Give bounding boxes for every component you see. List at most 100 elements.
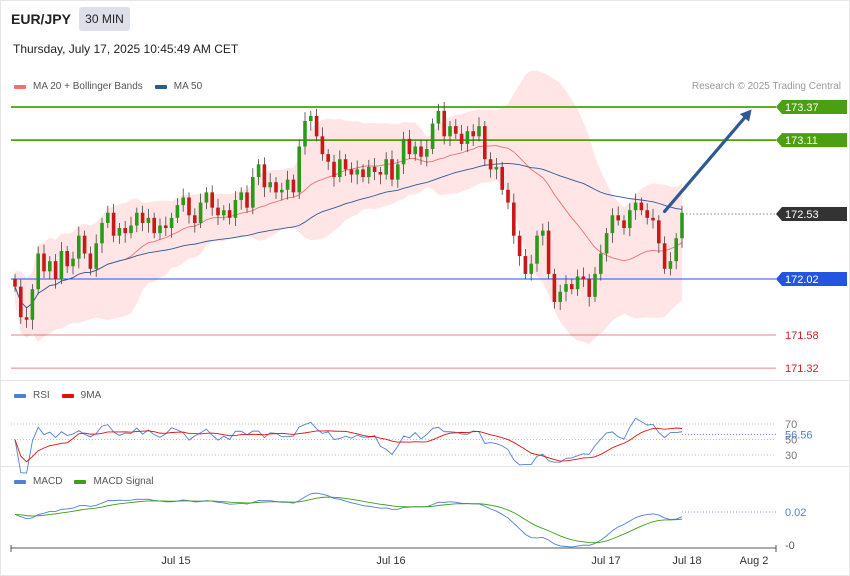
legend-item-ma50: MA 50 (154, 81, 202, 92)
candle-body (430, 123, 435, 150)
candle-body (326, 154, 330, 162)
rsi-9ma-line (14, 427, 683, 463)
candle-body (436, 110, 441, 124)
candle-body (506, 189, 510, 203)
candle-body (187, 197, 191, 216)
candle-body (477, 126, 481, 137)
candle-body (599, 253, 603, 274)
legend-label-rsi: RSI (33, 390, 50, 401)
candle-body (152, 217, 156, 234)
candle-body (88, 253, 93, 269)
candle-body (36, 253, 40, 290)
candle-body (222, 210, 226, 216)
x-tick-label: Jul 16 (376, 555, 405, 567)
candle-body (616, 215, 620, 221)
rsi-level-label: 70 (785, 419, 797, 431)
candle-body (256, 164, 261, 178)
candle-body (523, 256, 528, 274)
candle-body (338, 159, 342, 178)
candle-body (471, 131, 475, 137)
legend-item-macd: MACD (14, 476, 62, 487)
candle-body (564, 284, 568, 292)
candle-body (651, 217, 655, 221)
candle-body (593, 273, 597, 297)
candle-body (512, 202, 516, 236)
candle-body (488, 159, 493, 170)
timeframe-button[interactable]: 30 MIN (79, 7, 130, 31)
datetime-label: Thursday, July 17, 2025 10:45:49 AM CET (13, 42, 239, 56)
candle-body (349, 169, 354, 175)
candle-body (175, 205, 180, 218)
candle-body (297, 146, 301, 193)
legend-item-macd-signal: MACD Signal (74, 476, 153, 487)
macd-signal-line (14, 496, 683, 544)
candle-body (628, 210, 632, 229)
candle-body (372, 166, 377, 172)
x-tick-label: Aug 2 (740, 555, 769, 567)
bollinger-band-area (15, 70, 682, 345)
candle-body (425, 149, 429, 157)
candle-body (251, 177, 255, 208)
candle-body (210, 192, 214, 208)
candle-body (396, 164, 400, 180)
rsi-swatch (14, 393, 26, 398)
candle-body (622, 220, 626, 229)
legend-item-ma20: MA 20 + Bollinger Bands (14, 81, 143, 92)
support-level-label: 172.02 (785, 274, 819, 286)
candle-body (233, 200, 238, 218)
candle-body (123, 228, 127, 234)
candle-body (309, 115, 313, 122)
candle-body (407, 138, 412, 155)
target-level-label: 171.58 (785, 330, 819, 342)
macd-zero-label: -0 (785, 540, 795, 552)
candle-body (94, 243, 98, 269)
candle-body (378, 171, 383, 175)
candle-body (82, 235, 87, 254)
candle-body (529, 263, 533, 274)
candle-body (633, 202, 638, 211)
rsi-level-label: 50 (785, 435, 797, 447)
candle-body (274, 182, 278, 193)
candle-body (117, 228, 122, 236)
candle-body (216, 207, 220, 216)
candle-body (662, 243, 667, 269)
resistance-level-tag (776, 133, 847, 148)
candle-body (674, 238, 678, 262)
legend-label-ma20: MA 20 + Bollinger Bands (33, 81, 143, 92)
candle-body (320, 136, 325, 155)
legend-item-9ma: 9MA (61, 390, 101, 401)
candle-body (645, 210, 649, 218)
forecast-arrow-shaft (662, 116, 747, 214)
macd-signal-swatch (74, 479, 87, 484)
candle-body (24, 317, 29, 320)
target-level-label: 171.32 (785, 363, 819, 375)
candle-body (262, 164, 267, 188)
candle-body (65, 250, 69, 267)
candle-body (268, 182, 272, 188)
x-tick-label: Jul 17 (591, 555, 620, 567)
macd-legend: MACD MACD Signal (14, 476, 165, 487)
candle-body (146, 217, 151, 223)
candle-body (158, 225, 162, 234)
candle-body (581, 276, 586, 279)
candle-body (303, 121, 307, 147)
candle-body (465, 131, 470, 144)
macd-value-label: 0.02 (785, 507, 806, 519)
candle-body (575, 276, 580, 290)
candle-body (291, 179, 296, 193)
last-level-tag (776, 207, 847, 222)
x-tick-label: Jul 15 (161, 555, 190, 567)
candle-body (494, 166, 499, 170)
candle-body (53, 261, 58, 279)
candle-body (19, 286, 23, 318)
candle-body (280, 189, 284, 193)
ma9-swatch (61, 393, 74, 398)
candle-body (604, 233, 609, 254)
x-tick-label: Jul 18 (672, 555, 701, 567)
candle-body (587, 279, 591, 297)
candle-body (448, 126, 452, 137)
symbol-label: EUR/JPY (11, 11, 71, 27)
candle-body (517, 235, 522, 257)
candle-body (459, 133, 464, 144)
